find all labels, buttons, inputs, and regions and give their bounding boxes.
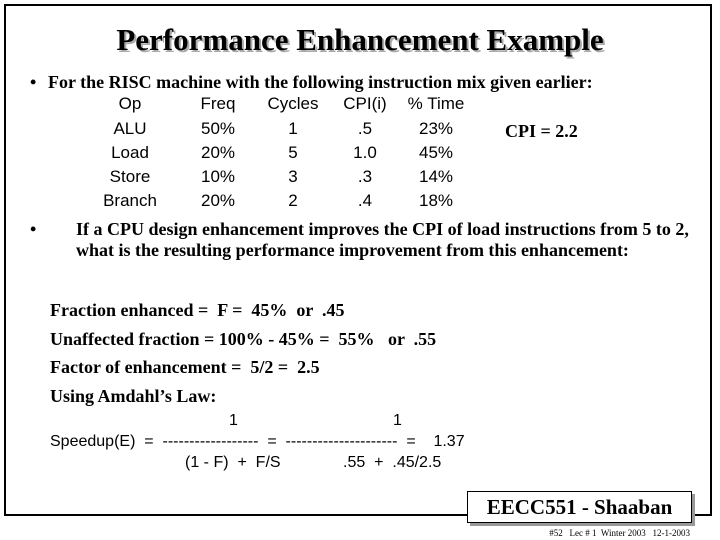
cpi-note: CPI = 2.2 [505,121,578,141]
bullet-text: For the RISC machine with the following … [48,72,593,92]
table-cell: 1 [288,119,298,138]
table-cell: 1.0 [353,143,377,162]
table-cell: 20% [200,191,236,210]
bullet: • [30,72,37,92]
table-cell: 5 [288,143,298,162]
table-cell: Load [111,143,149,162]
slide-frame [4,4,712,516]
table-cell: .5 [357,119,373,138]
table-header: Op [118,94,142,113]
formula: Speedup(E) = ------------------ = ------… [50,433,465,450]
table-cell: .3 [357,167,373,186]
table-cell: .4 [357,191,373,210]
formula-numerator: 1 [229,412,238,429]
bullet: • [30,219,37,239]
table-header: Freq [200,94,236,113]
bullet-text: If a CPU design enhancement improves the… [76,219,689,260]
formula-numerator: 1 [393,412,402,429]
title: Performance Enhancement Example [116,22,604,57]
footer-label: EECC551 - Shaaban [467,491,692,523]
table-header: Cycles [267,94,319,113]
formula-denominator: (1 - F) + F/S [185,454,281,471]
table-cell: 2 [288,191,298,210]
text-line: Factor of enhancement = 5/2 = 2.5 [50,357,320,377]
table-cell: 45% [418,143,454,162]
table-cell: Store [109,167,151,186]
text-line: Using Amdahl’s Law: [50,385,217,406]
table-cell: 18% [418,191,454,210]
table-cell: ALU [113,119,147,138]
text-line: Fraction enhanced = F = 45% or .45 [50,300,345,320]
table-cell: 3 [288,167,298,186]
table-cell: 10% [200,167,236,186]
table-cell: Branch [103,191,157,210]
footer-note: #52 Lec # 1 Winter 2003 12-1-2003 [549,528,690,538]
text-line: Unaffected fraction = 100% - 45% = 55% o… [50,328,437,349]
table-cell: 50% [200,119,236,138]
table-cell: 14% [418,167,454,186]
table-header: % Time [407,94,465,113]
formula-denominator: .55 + .45/2.5 [343,454,442,471]
table-header: CPI(i) [343,94,387,113]
table-cell: 20% [200,143,236,162]
table-cell: 23% [418,119,454,138]
